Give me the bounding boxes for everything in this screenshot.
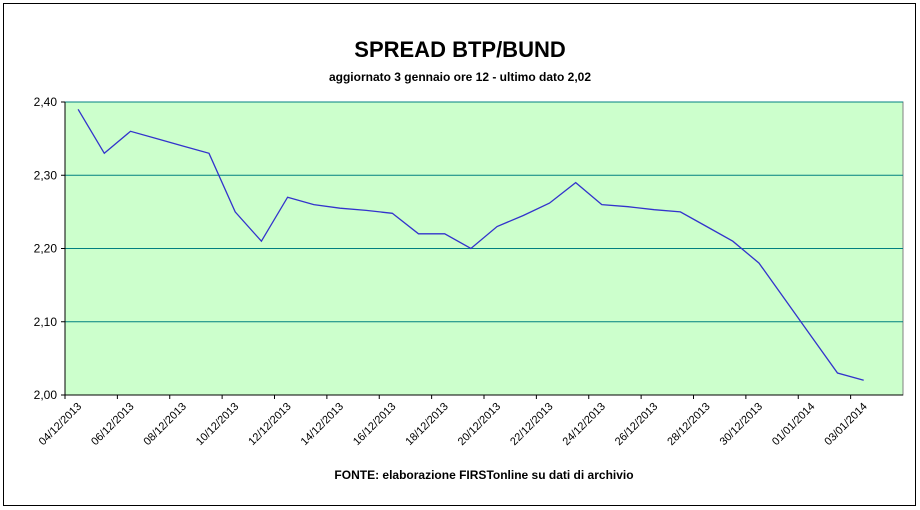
y-tick-label: 2,00 <box>34 388 58 402</box>
y-tick-label: 2,40 <box>34 95 58 109</box>
y-tick-label: 2,10 <box>34 315 58 329</box>
chart-subtitle: aggiornato 3 gennaio ore 12 - ultimo dat… <box>329 70 591 84</box>
y-tick-label: 2,20 <box>34 242 58 256</box>
data-line <box>77 108 864 381</box>
chart-title: SPREAD BTP/BUND <box>354 37 565 62</box>
y-tick-label: 2,30 <box>34 168 58 182</box>
source-note: FONTE: elaborazione FIRSTonline su dati … <box>334 468 633 482</box>
